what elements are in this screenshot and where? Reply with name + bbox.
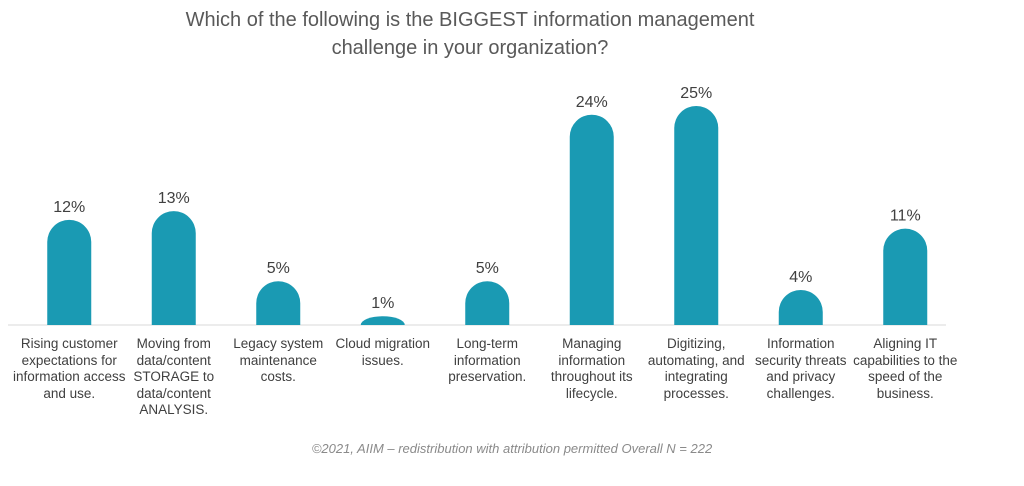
category-label-4: Cloud migration issues. bbox=[335, 336, 431, 368]
bar-5 bbox=[465, 281, 510, 325]
data-label-6: 24% bbox=[576, 94, 608, 111]
footer-note: ©2021, AIIM – redistribution with attrib… bbox=[311, 441, 713, 456]
data-label-9: 11% bbox=[890, 208, 921, 225]
category-label-6: Managing information throughout its life… bbox=[550, 336, 633, 401]
bar-1 bbox=[47, 219, 92, 325]
bar-2 bbox=[151, 211, 196, 325]
category-label-1: Rising customer expectations for informa… bbox=[12, 336, 126, 401]
category-label-7: Digitizing, automating, and integrating … bbox=[647, 336, 745, 401]
data-label-8: 4% bbox=[789, 269, 812, 286]
category-label-5: Long-term information preservation. bbox=[448, 336, 527, 384]
bar-3 bbox=[256, 281, 301, 325]
data-label-1: 12% bbox=[53, 199, 85, 216]
data-labels-layer: 12% 13% 5% 1% 5% 24% 25% 4% 11% bbox=[53, 85, 920, 312]
bar-4 bbox=[360, 316, 405, 325]
data-label-2: 13% bbox=[158, 190, 190, 207]
data-label-4: 1% bbox=[371, 295, 394, 312]
data-label-7: 25% bbox=[680, 85, 712, 102]
bar-6 bbox=[569, 114, 614, 325]
data-label-3: 5% bbox=[267, 260, 290, 277]
bar-7 bbox=[674, 106, 719, 325]
bar-9 bbox=[883, 228, 928, 325]
category-label-8: Information security threats and privacy… bbox=[754, 336, 847, 401]
category-label-9: Aligning IT capabilities to the speed of… bbox=[853, 336, 958, 401]
category-label-3: Legacy system maintenance costs. bbox=[233, 336, 324, 384]
category-label-2: Moving from data/content STORAGE to data… bbox=[133, 336, 215, 417]
chart-title: Which of the following is the BIGGEST in… bbox=[185, 9, 755, 59]
bar-8 bbox=[778, 289, 823, 325]
data-label-5: 5% bbox=[476, 260, 499, 277]
bars-layer bbox=[47, 106, 928, 325]
